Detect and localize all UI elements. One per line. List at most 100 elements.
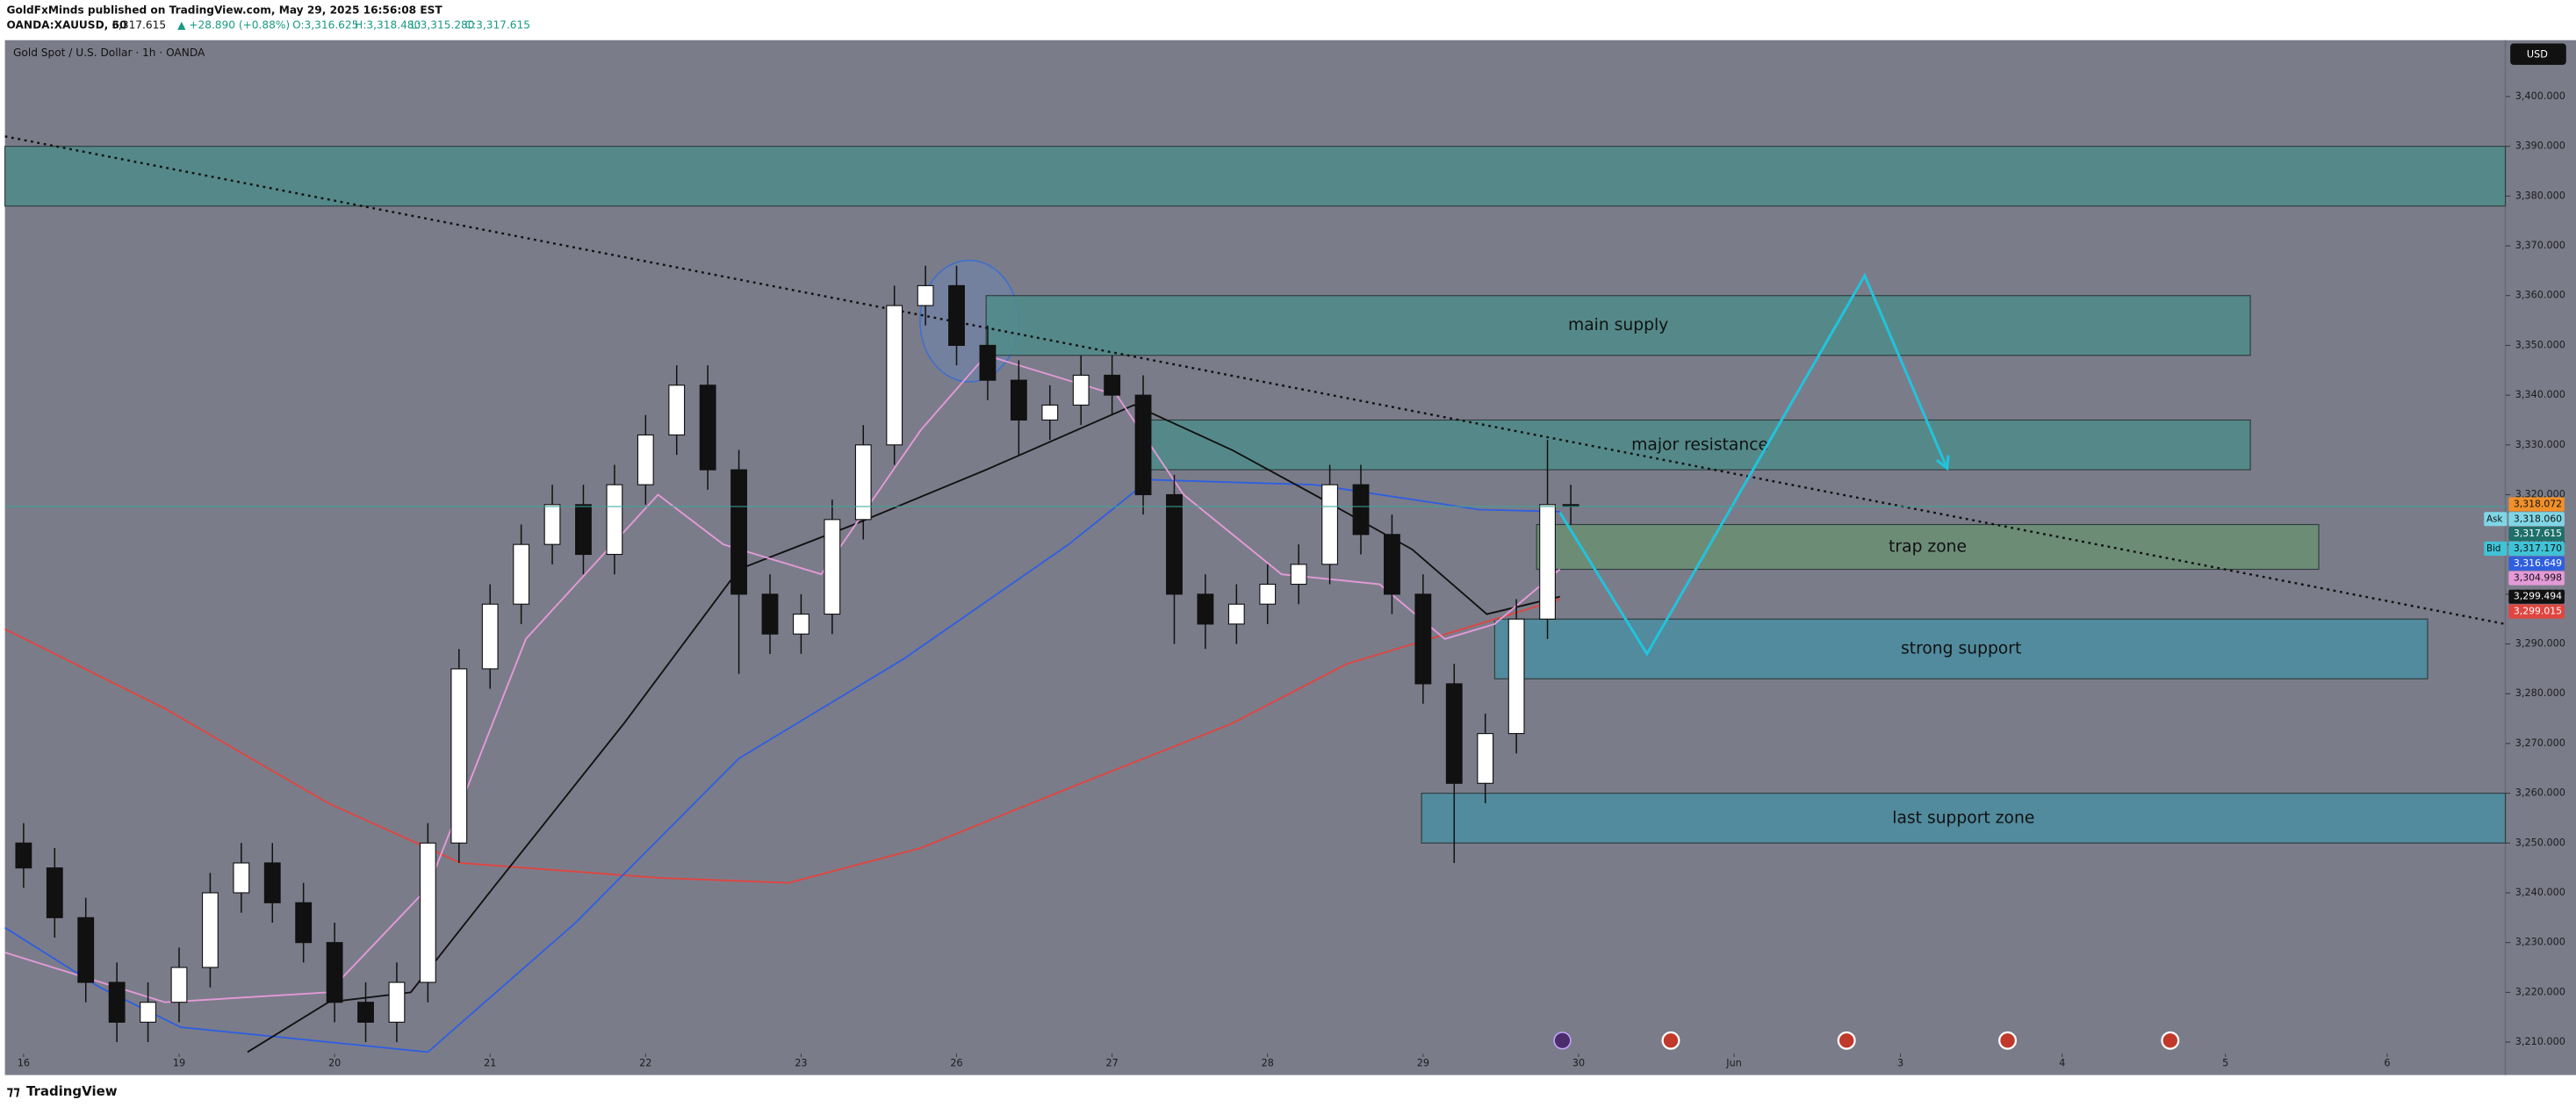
candle-body <box>730 469 747 595</box>
y-tick-label: 3,270.000 <box>2515 737 2565 749</box>
publisher: GoldFxMinds published on TradingView.com… <box>6 4 443 17</box>
y-tick-label: 3,340.000 <box>2515 389 2565 400</box>
y-tick-label: 3,320.000 <box>2515 488 2565 500</box>
event-icon[interactable] <box>1998 1031 2018 1050</box>
y-tick-label: 3,240.000 <box>2515 887 2565 898</box>
candle-body <box>1041 404 1059 421</box>
x-tick-label: 21 <box>484 1057 496 1068</box>
candle-body <box>15 842 32 869</box>
price-label: 3,318.072 <box>2514 498 2562 509</box>
y-tick-label: 3,260.000 <box>2515 787 2565 799</box>
zone-label: last support zone <box>1892 809 2034 827</box>
price-label: 3,317.615 <box>2514 528 2562 539</box>
price-tag-box <box>2484 541 2508 556</box>
candle-body <box>668 385 686 436</box>
event-icon[interactable] <box>1553 1032 1572 1050</box>
candle-body <box>450 668 468 844</box>
trendline <box>4 135 2506 626</box>
candle-body <box>513 543 530 605</box>
candle-body <box>1072 374 1090 406</box>
change: ▲ +28.890 (+0.88%) <box>177 18 290 31</box>
price-label: 3,299.015 <box>2514 606 2562 617</box>
x-tick-label: 16 <box>18 1057 30 1068</box>
candle-body <box>77 917 95 983</box>
moving-average <box>4 478 1560 1053</box>
price-tag: Ask <box>2486 514 2502 524</box>
candle-body <box>1290 564 1307 586</box>
candle-body <box>824 519 841 615</box>
x-tick-label: 27 <box>1105 1057 1118 1068</box>
moving-average <box>4 354 1561 1003</box>
y-tick-label: 3,400.000 <box>2515 90 2565 102</box>
moving-average <box>4 598 1560 884</box>
event-icon[interactable] <box>1837 1031 1856 1050</box>
ohlc-high: H:3,318.480 <box>355 18 421 31</box>
y-tick-label: 3,280.000 <box>2515 687 2565 699</box>
price-label-box <box>2508 556 2565 571</box>
projection-arrowhead <box>1936 455 1950 471</box>
projection-path <box>1558 272 1949 657</box>
y-tick-label: 3,370.000 <box>2515 240 2565 251</box>
x-tick-label: 20 <box>328 1057 341 1068</box>
candle-body <box>917 284 934 306</box>
x-tick-label: 28 <box>1262 1057 1274 1068</box>
candle-body <box>233 862 250 894</box>
zone <box>1536 523 2320 571</box>
candle-body <box>295 902 313 944</box>
symbol: OANDA:XAUUSD, 60 <box>6 18 126 31</box>
candle-body <box>606 484 623 556</box>
zone <box>1148 419 2251 471</box>
y-tick-label: 3,220.000 <box>2515 986 2565 997</box>
y-tick-label: 3,250.000 <box>2515 837 2565 848</box>
zone-label: main supply <box>1568 316 1668 334</box>
candle-body <box>948 284 965 346</box>
price-label: 3,304.998 <box>2514 572 2562 584</box>
candle-body <box>46 867 63 918</box>
candle-body <box>108 981 126 1023</box>
price-label: 3,317.170 <box>2514 543 2562 554</box>
price-label-box <box>2508 497 2565 512</box>
candle-body <box>543 504 561 545</box>
x-tick-label: 6 <box>2384 1057 2390 1068</box>
candle-body <box>481 603 499 670</box>
currency[interactable]: USD <box>2527 49 2548 61</box>
y-tick-label: 3,350.000 <box>2515 339 2565 350</box>
candle-body <box>201 892 219 968</box>
event-icon[interactable] <box>2161 1031 2180 1050</box>
candle-body <box>1166 493 1183 595</box>
candle-body <box>979 344 997 381</box>
brand: TradingView <box>26 1083 118 1099</box>
candle-body <box>1321 484 1339 565</box>
candle-body <box>761 593 779 635</box>
currency-box[interactable] <box>2510 43 2566 65</box>
event-icon[interactable] <box>1661 1031 1680 1050</box>
x-tick-label: Jun <box>1725 1057 1742 1068</box>
x-tick-label: 3 <box>1897 1057 1903 1068</box>
price-tag-box <box>2484 512 2508 527</box>
y-tick-label: 3,230.000 <box>2515 937 2565 948</box>
zone-label: trap zone <box>1889 538 1967 557</box>
price-label-box <box>2508 527 2565 542</box>
x-tick-label: 23 <box>795 1057 807 1068</box>
candle-body <box>1227 603 1245 625</box>
candle-body <box>419 842 436 983</box>
y-tick-label: 3,210.000 <box>2515 1036 2565 1047</box>
candle-body <box>637 434 654 485</box>
candle-body <box>1259 583 1277 605</box>
ohlc-open: O:3,316.625 <box>292 18 358 31</box>
y-tick-label: 3,360.000 <box>2515 290 2565 301</box>
brand-logo: ⁊⁊ <box>6 1083 19 1099</box>
y-tick-label: 3,390.000 <box>2515 140 2565 152</box>
last-price: 3,317.615 <box>112 18 166 31</box>
candle-body <box>1104 374 1121 396</box>
price-label: 3,318.060 <box>2514 513 2562 524</box>
zone-label: major resistance <box>1631 435 1768 454</box>
ohlc-close: C:3,317.615 <box>465 18 530 31</box>
candle-body <box>140 1002 156 1023</box>
candle-body <box>699 385 716 471</box>
candle-body <box>170 967 188 1003</box>
candle-body <box>1539 504 1556 620</box>
x-tick-label: 5 <box>2222 1057 2228 1068</box>
